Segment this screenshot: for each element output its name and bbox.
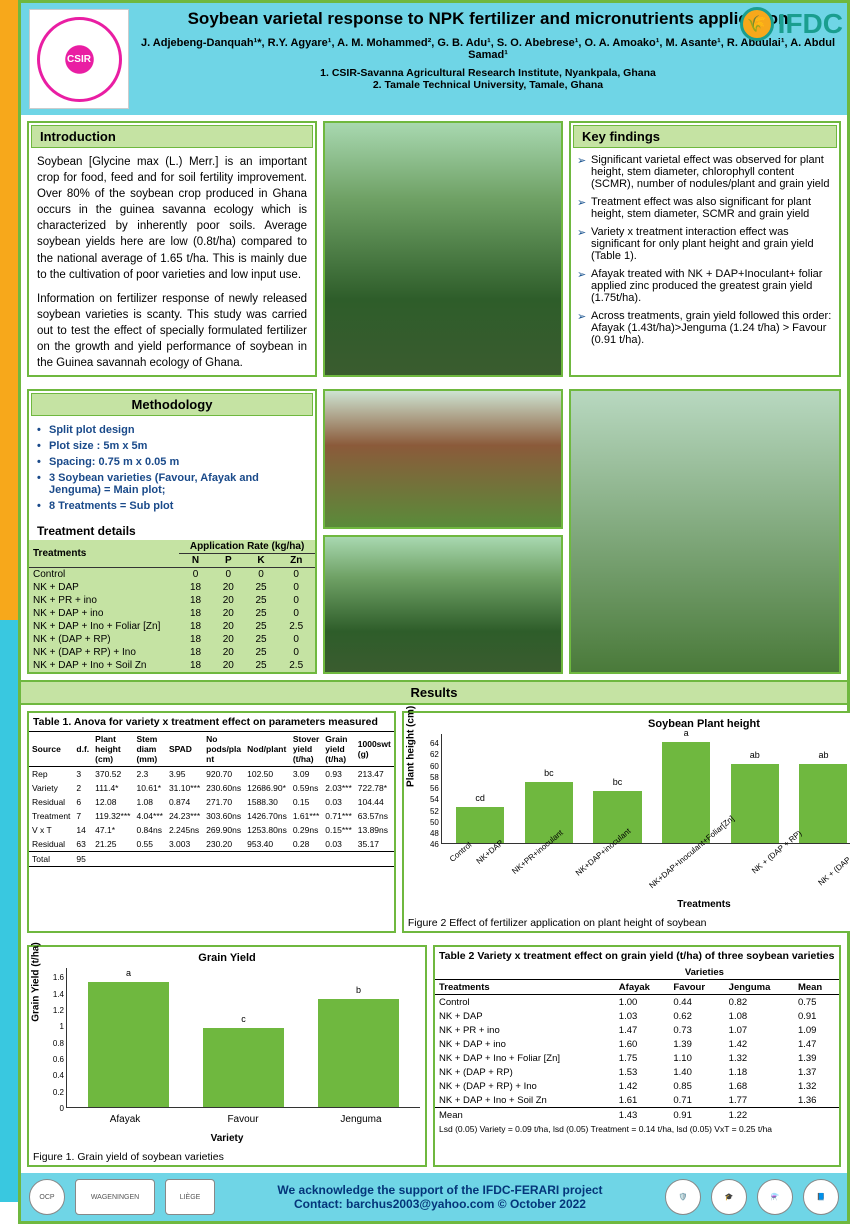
- key-findings-list: Significant varietal effect was observed…: [571, 150, 839, 356]
- methodology-item: Plot size : 5m x 5m: [37, 440, 307, 452]
- table2-caption: Table 2 Variety x treatment effect on gr…: [435, 947, 839, 965]
- treatment-table: TreatmentsApplication Rate (kg/ha)NPKZnC…: [29, 540, 315, 672]
- methodology-item: Spacing: 0.75 m x 0.05 m: [37, 456, 307, 468]
- footer-line1: We acknowledge the support of the IFDC-F…: [225, 1183, 655, 1197]
- header-text-block: Soybean varietal response to NPK fertili…: [137, 9, 839, 91]
- methodology-item: 8 Treatments = Sub plot: [37, 500, 307, 512]
- fig1-caption: Figure 1. Grain yield of soybean varieti…: [29, 1149, 425, 1165]
- affiliation-1: 1. CSIR-Savanna Agricultural Research In…: [137, 67, 839, 79]
- csir-logo: [37, 17, 122, 102]
- fig2-caption: Figure 2 Effect of fertilizer applicatio…: [404, 915, 850, 931]
- csir-logo-box: [29, 9, 129, 109]
- field-photo-2: [325, 391, 561, 527]
- methodology-bullets: Split plot design Plot size : 5m x 5m Spac…: [29, 418, 315, 522]
- key-findings-panel: Key findings Significant varietal effect…: [569, 121, 841, 377]
- poster-title: Soybean varietal response to NPK fertili…: [137, 9, 839, 29]
- row-results-bottom: Grain YieldGrain Yield (t/ha)00.20.40.60…: [21, 939, 847, 1173]
- fig1-panel: Grain YieldGrain Yield (t/ha)00.20.40.60…: [27, 945, 427, 1167]
- side-stripe-orange: [0, 0, 18, 620]
- intro-para-1: Soybean [Glycine max (L.) Merr.] is an i…: [29, 150, 315, 287]
- key-finding-item: Significant varietal effect was observed…: [577, 154, 833, 190]
- fig1-chart: Grain YieldGrain Yield (t/ha)00.20.40.60…: [29, 947, 425, 1149]
- footer-text: We acknowledge the support of the IFDC-F…: [225, 1183, 655, 1211]
- ifdc-text: IFDC: [778, 8, 843, 40]
- anova-caption: Table 1. Anova for variety x treatment e…: [29, 713, 394, 731]
- methodology-item: Split plot design: [37, 424, 307, 436]
- anova-panel: Table 1. Anova for variety x treatment e…: [27, 711, 396, 933]
- methodology-item: 3 Soybean varieties (Favour, Afayak and …: [37, 472, 307, 496]
- footer-logo-liege: LIÈGE: [165, 1179, 215, 1215]
- ifdc-badge-icon: 🌾: [740, 7, 774, 41]
- top-photo-panel: [323, 121, 563, 377]
- key-findings-title: Key findings: [573, 125, 837, 148]
- poster-header: Soybean varietal response to NPK fertili…: [21, 3, 847, 115]
- results-band: Results: [21, 680, 847, 705]
- photo-stack: [323, 389, 563, 674]
- row-methodology: Methodology Split plot design Plot size :…: [21, 383, 847, 680]
- table2: VarietiesTreatmentsAfayakFavourJengumaMe…: [435, 965, 839, 1122]
- key-finding-item: Treatment effect was also significant fo…: [577, 196, 833, 220]
- intro-panel: Introduction Soybean [Glycine max (L.) M…: [27, 121, 317, 377]
- side-stripe-cyan: [0, 620, 18, 1202]
- anova-table: Sourced.f.Plant height (cm)Stem diam (mm…: [29, 731, 394, 867]
- treatment-details-title: Treatment details: [29, 522, 315, 540]
- intro-title: Introduction: [31, 125, 313, 148]
- footer-line2: Contact: barchus2003@yahoo.com © October…: [225, 1197, 655, 1211]
- footer-logo-ocp: OCP: [29, 1179, 65, 1215]
- field-photo-4: [571, 391, 839, 672]
- ifdc-logo: 🌾 IFDC: [740, 7, 843, 41]
- footer-logo-a: 🛡️: [665, 1179, 701, 1215]
- poster-authors: J. Adjebeng-Danquah¹*, R.Y. Agyare¹, A. …: [137, 37, 839, 61]
- photo-panel-3: [323, 535, 563, 675]
- table2-lsd: Lsd (0.05) Variety = 0.09 t/ha, lsd (0.0…: [435, 1122, 839, 1136]
- footer-logo-d: 📘: [803, 1179, 839, 1215]
- footer-logo-b: 🎓: [711, 1179, 747, 1215]
- field-photo-3: [325, 537, 561, 673]
- poster-footer: OCP WAGENINGEN LIÈGE We acknowledge the …: [21, 1173, 847, 1221]
- footer-logo-wageningen: WAGENINGEN: [75, 1179, 155, 1215]
- fig2-panel: Soybean Plant heightPlant height (cm)464…: [402, 711, 850, 933]
- methodology-panel: Methodology Split plot design Plot size :…: [27, 389, 317, 674]
- poster-frame: Soybean varietal response to NPK fertili…: [18, 0, 850, 1224]
- key-finding-item: Afayak treated with NK + DAP+Inoculant+ …: [577, 268, 833, 304]
- row-intro: Introduction Soybean [Glycine max (L.) M…: [21, 115, 847, 383]
- methodology-title: Methodology: [31, 393, 313, 416]
- row-results-top: Table 1. Anova for variety x treatment e…: [21, 705, 847, 939]
- photo-panel-2: [323, 389, 563, 529]
- intro-para-2: Information on fertilizer response of ne…: [29, 287, 315, 375]
- fig2-chart: Soybean Plant heightPlant height (cm)464…: [404, 713, 850, 915]
- key-finding-item: Across treatments, grain yield followed …: [577, 310, 833, 346]
- affiliation-2: 2. Tamale Technical University, Tamale, …: [137, 79, 839, 91]
- photo-panel-4: [569, 389, 841, 674]
- footer-logo-c: ⚗️: [757, 1179, 793, 1215]
- table2-panel: Table 2 Variety x treatment effect on gr…: [433, 945, 841, 1167]
- key-finding-item: Variety x treatment interaction effect w…: [577, 226, 833, 262]
- field-photo-1: [325, 123, 561, 375]
